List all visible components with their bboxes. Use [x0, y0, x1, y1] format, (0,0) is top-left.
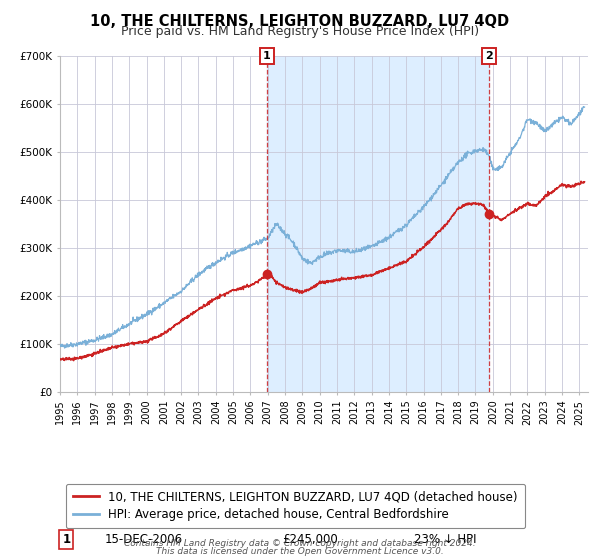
Text: 1: 1	[62, 533, 70, 547]
Text: Price paid vs. HM Land Registry's House Price Index (HPI): Price paid vs. HM Land Registry's House …	[121, 25, 479, 38]
Text: 2: 2	[485, 51, 493, 61]
Bar	[267, 56, 489, 392]
Text: 23% ↓ HPI: 23% ↓ HPI	[414, 533, 476, 547]
Legend: 10, THE CHILTERNS, LEIGHTON BUZZARD, LU7 4QD (detached house), HPI: Average pric: 10, THE CHILTERNS, LEIGHTON BUZZARD, LU7…	[66, 484, 525, 529]
Text: 15-DEC-2006: 15-DEC-2006	[105, 533, 183, 547]
Text: This data is licensed under the Open Government Licence v3.0.: This data is licensed under the Open Gov…	[156, 547, 444, 556]
Text: Contains HM Land Registry data © Crown copyright and database right 2024.: Contains HM Land Registry data © Crown c…	[124, 539, 476, 548]
Text: 1: 1	[263, 51, 271, 61]
Text: £245,000: £245,000	[282, 533, 338, 547]
Text: 10, THE CHILTERNS, LEIGHTON BUZZARD, LU7 4QD: 10, THE CHILTERNS, LEIGHTON BUZZARD, LU7…	[91, 14, 509, 29]
